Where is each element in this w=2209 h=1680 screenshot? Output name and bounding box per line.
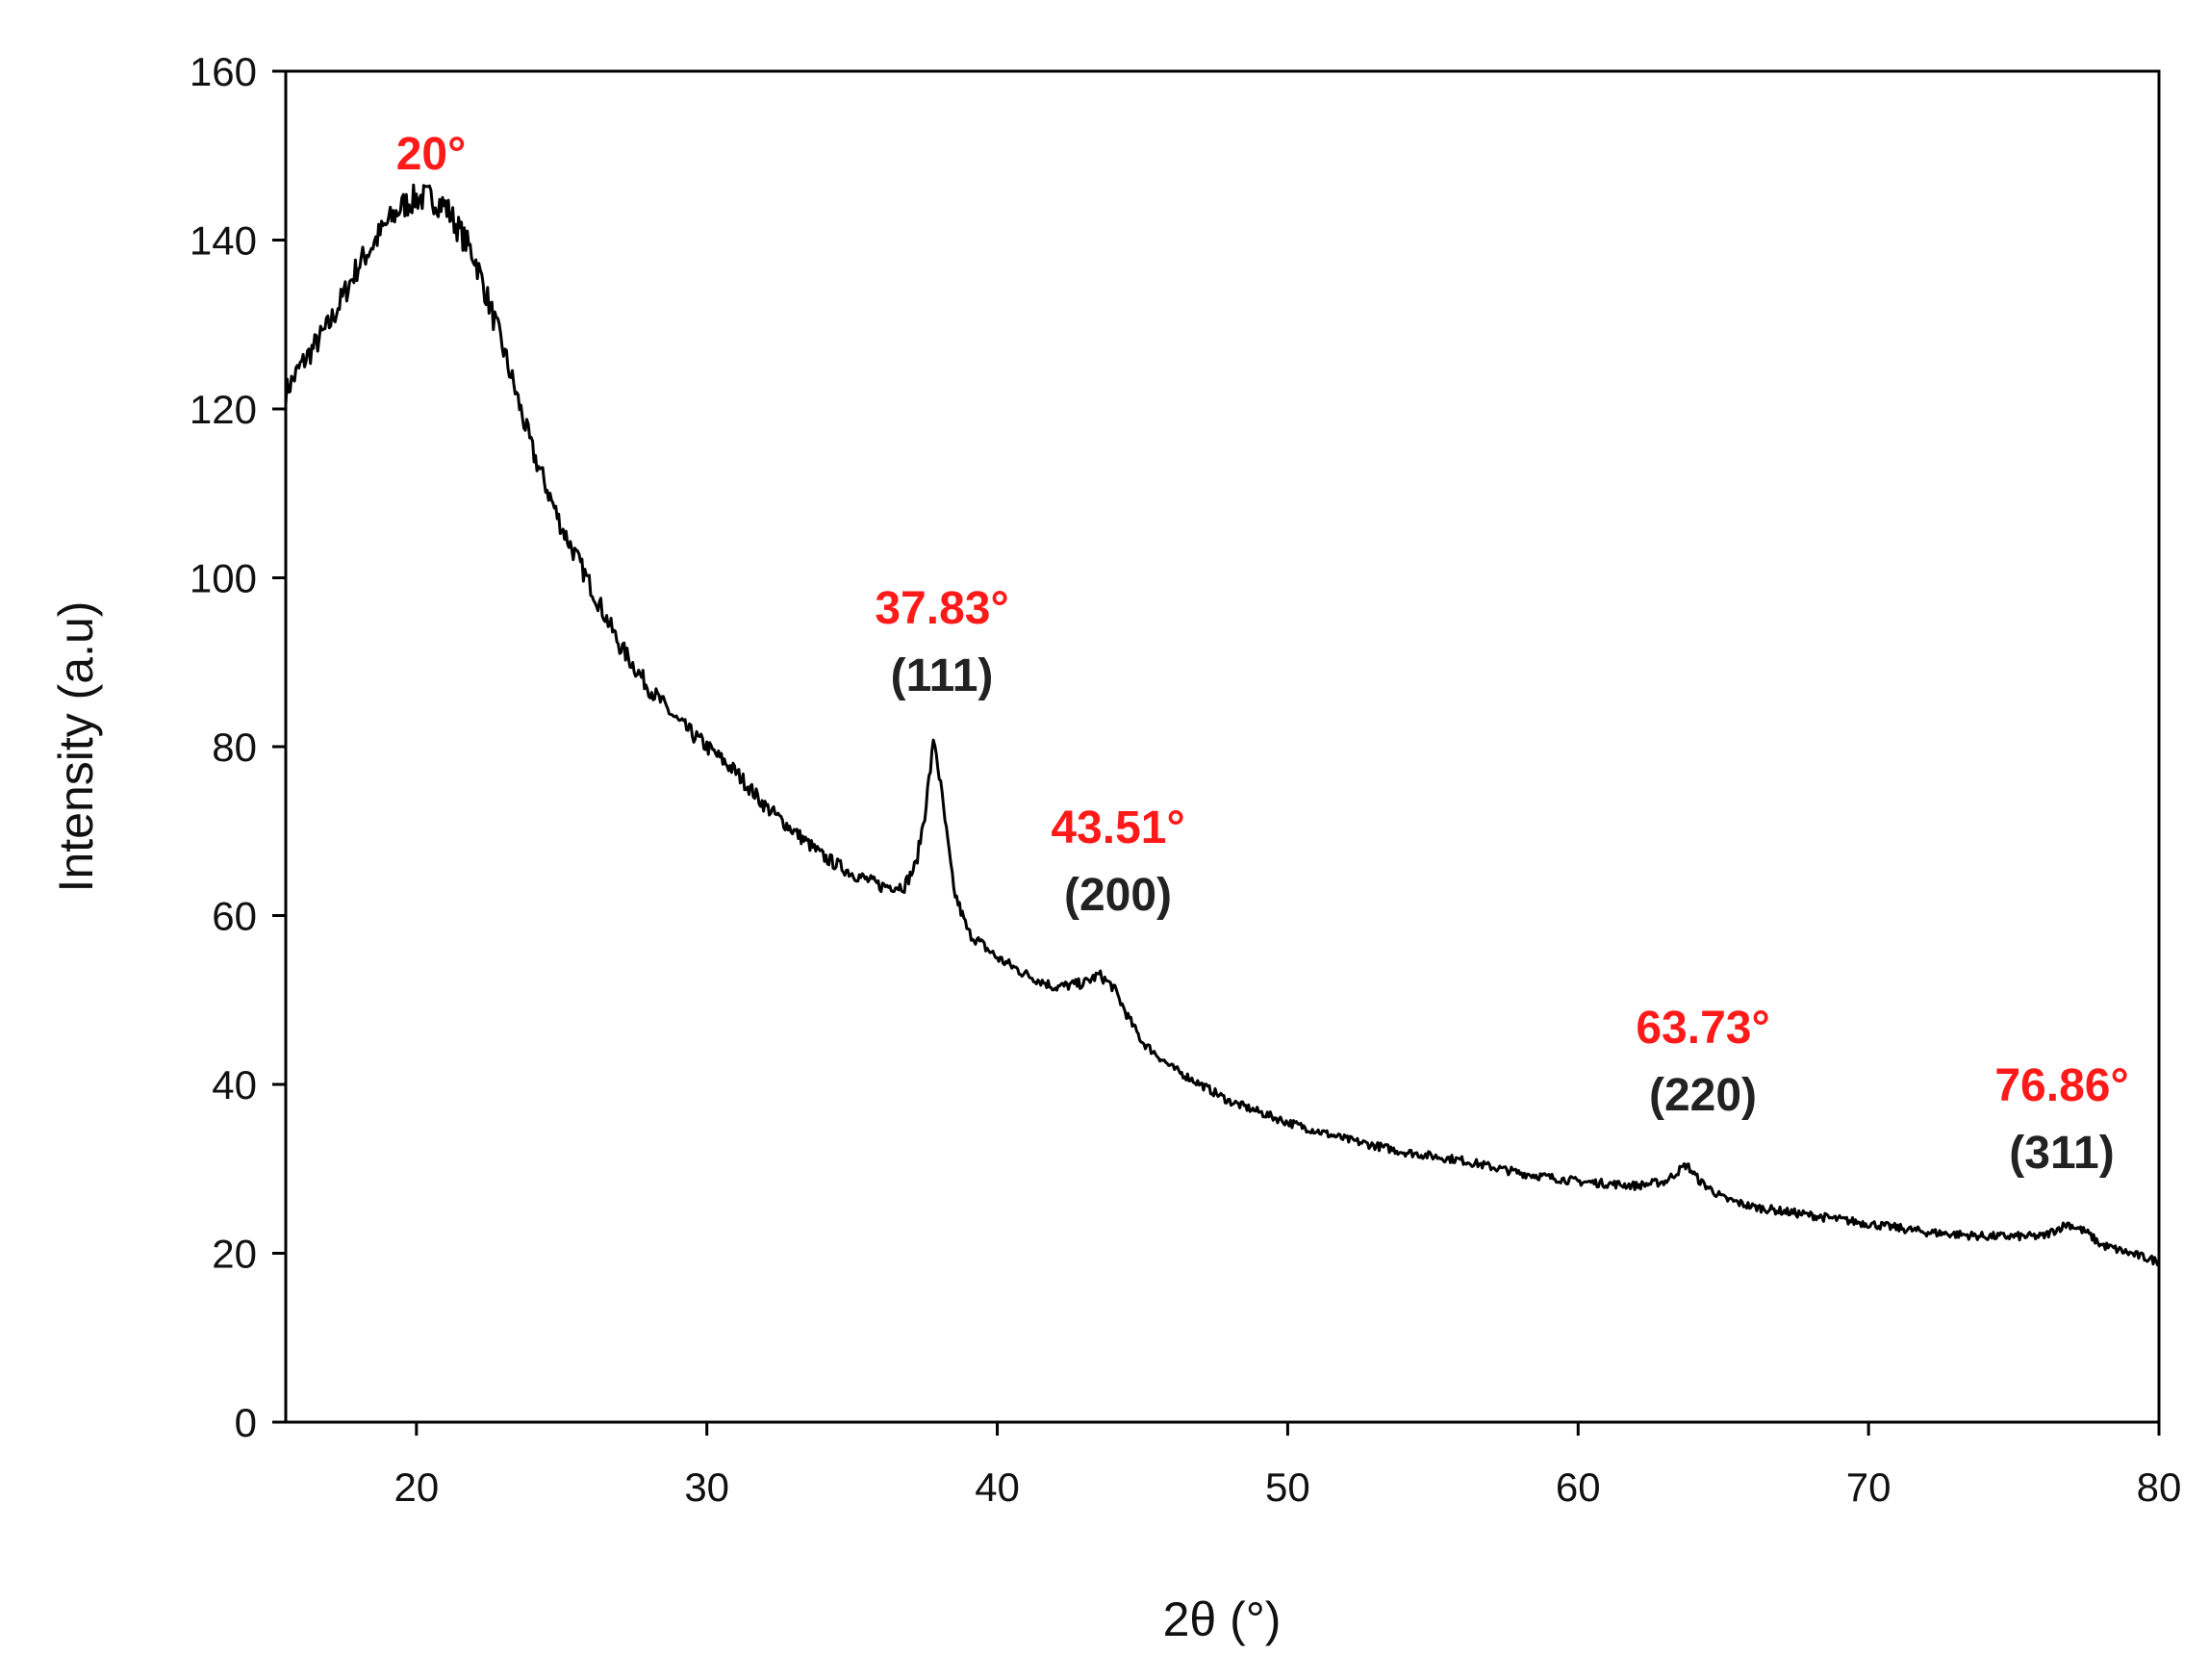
y-tick-label: 60 xyxy=(212,894,257,939)
peak-angle-label: 37.83° xyxy=(875,583,1008,634)
y-axis-title: Intensity (a.u) xyxy=(49,601,103,893)
y-tick-label: 20 xyxy=(212,1232,257,1277)
x-tick-label: 60 xyxy=(1556,1464,1601,1510)
y-tick-label: 120 xyxy=(190,387,257,432)
peak-hkl-label: (220) xyxy=(1649,1070,1757,1121)
peak-angle-label: 76.86° xyxy=(1994,1060,2128,1111)
y-axis-ticks: 0 20 40 60 80 100 120 140 160 xyxy=(190,49,286,1445)
y-tick-label: 80 xyxy=(212,725,257,770)
series-line xyxy=(284,183,2160,1267)
peak-hkl-label: (311) xyxy=(2009,1128,2114,1179)
x-tick-label: 20 xyxy=(394,1464,439,1510)
y-tick-label: 160 xyxy=(190,49,257,94)
peak-angle-label: 43.51° xyxy=(1051,802,1184,853)
x-axis-title: 2θ (°) xyxy=(1163,1592,1282,1646)
peak-angle-label: 20° xyxy=(396,129,467,180)
x-tick-label: 70 xyxy=(1846,1464,1892,1510)
peak-hkl-label: (200) xyxy=(1064,870,1172,921)
peak-annotations: 20° 37.83° (111) 43.51° (200) 63.73° (220) 76.8… xyxy=(396,129,2129,1179)
x-tick-label: 40 xyxy=(975,1464,1020,1510)
y-tick-label: 100 xyxy=(190,556,257,601)
x-axis-ticks: 20 30 40 50 60 70 80 xyxy=(394,1422,2181,1510)
plot-frame xyxy=(284,69,2161,1424)
x-tick-label: 30 xyxy=(684,1464,729,1510)
peak-angle-label: 63.73° xyxy=(1636,1003,1769,1054)
y-tick-label: 40 xyxy=(212,1062,257,1107)
y-tick-label: 140 xyxy=(190,218,257,264)
x-tick-label: 80 xyxy=(2137,1464,2182,1510)
y-tick-label: 0 xyxy=(235,1400,257,1445)
x-tick-label: 50 xyxy=(1265,1464,1310,1510)
peak-hkl-label: (111) xyxy=(891,650,994,701)
